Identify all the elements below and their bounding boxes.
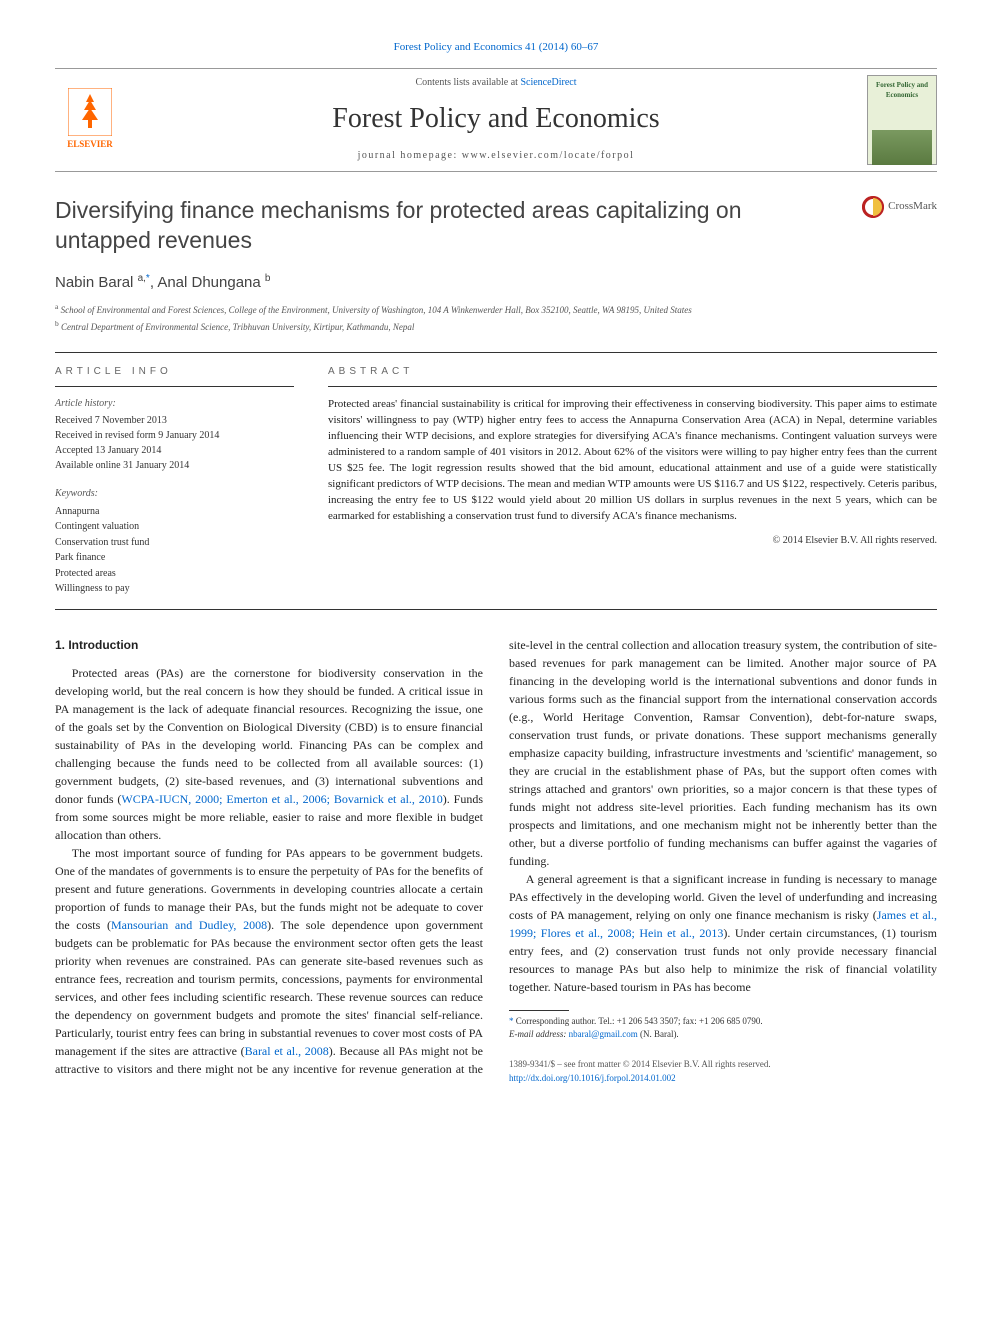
keyword: Conservation trust fund	[55, 535, 294, 551]
date-received: Received 7 November 2013	[55, 413, 294, 428]
author-1-affil-sup: a,	[138, 273, 146, 284]
email-footnote: E-mail address: nbaral@gmail.com (N. Bar…	[509, 1028, 937, 1041]
masthead: ELSEVIER Contents lists available at Sci…	[55, 68, 937, 172]
article-info-column: article info Article history: Received 7…	[55, 353, 310, 609]
author-2-affil-sup: b	[265, 273, 271, 284]
doi-link[interactable]: http://dx.doi.org/10.1016/j.forpol.2014.…	[509, 1073, 676, 1083]
citation-link[interactable]: WCPA-IUCN, 2000; Emerton et al., 2006; B…	[121, 792, 442, 806]
date-accepted: Accepted 13 January 2014	[55, 443, 294, 458]
contents-line: Contents lists available at ScienceDirec…	[125, 76, 867, 91]
abstract-column: abstract Protected areas' financial sust…	[310, 353, 937, 609]
affiliation-b: Central Department of Environmental Scie…	[61, 322, 414, 332]
section-heading-introduction: 1. Introduction	[55, 636, 483, 654]
date-revised: Received in revised form 9 January 2014	[55, 428, 294, 443]
abstract-copyright: © 2014 Elsevier B.V. All rights reserved…	[328, 534, 937, 549]
keyword: Contingent valuation	[55, 519, 294, 535]
author-email-link[interactable]: nbaral@gmail.com	[569, 1029, 638, 1039]
journal-name: Forest Policy and Economics	[125, 99, 867, 140]
body-paragraph: Protected areas (PAs) are the cornerston…	[55, 664, 483, 844]
crossmark-badge[interactable]: CrossMark	[862, 196, 937, 218]
author-2: , Anal Dhungana	[150, 274, 261, 291]
issn-line: 1389-9341/$ – see front matter © 2014 El…	[509, 1058, 937, 1072]
affiliation-a: School of Environmental and Forest Scien…	[61, 305, 692, 315]
abstract-text: Protected areas' financial sustainabilit…	[328, 397, 937, 525]
corresponding-author-footnote: * Corresponding author. Tel.: +1 206 543…	[509, 1015, 937, 1028]
citation-link[interactable]: Mansourian and Dudley, 2008	[111, 918, 267, 932]
footer-bar: 1389-9341/$ – see front matter © 2014 El…	[509, 1058, 937, 1085]
keyword: Protected areas	[55, 566, 294, 582]
keyword: Park finance	[55, 550, 294, 566]
elsevier-logo: ELSEVIER	[55, 88, 125, 151]
affiliations: a School of Environmental and Forest Sci…	[55, 301, 937, 334]
journal-article-page: Forest Policy and Economics 41 (2014) 60…	[0, 0, 992, 1115]
info-abstract-block: article info Article history: Received 7…	[55, 352, 937, 610]
keyword: Annapurna	[55, 504, 294, 520]
keyword: Willingness to pay	[55, 581, 294, 597]
journal-cover-thumbnail: Forest Policy and Economics	[867, 75, 937, 165]
article-info-label: article info	[55, 365, 294, 387]
footnote-rule	[509, 1010, 569, 1011]
body-two-column: 1. Introduction Protected areas (PAs) ar…	[55, 636, 937, 1085]
article-history-dates: Received 7 November 2013 Received in rev…	[55, 413, 294, 473]
cover-image-icon	[872, 130, 932, 165]
crossmark-icon	[862, 196, 884, 218]
body-paragraph: A general agreement is that a significan…	[509, 870, 937, 996]
masthead-center: Contents lists available at ScienceDirec…	[125, 76, 867, 164]
author-1: Nabin Baral	[55, 274, 133, 291]
sciencedirect-link[interactable]: ScienceDirect	[520, 77, 576, 88]
article-title: Diversifying finance mechanisms for prot…	[55, 196, 835, 256]
keywords-label: Keywords:	[55, 487, 294, 502]
running-head-citation: Forest Policy and Economics 41 (2014) 60…	[55, 40, 937, 56]
author-line: Nabin Baral a,*, Anal Dhungana b	[55, 272, 937, 294]
citation-link[interactable]: Baral et al., 2008	[245, 1044, 329, 1058]
elsevier-tree-icon	[68, 88, 112, 136]
title-row: Diversifying finance mechanisms for prot…	[55, 196, 937, 272]
date-online: Available online 31 January 2014	[55, 458, 294, 473]
journal-homepage: journal homepage: www.elsevier.com/locat…	[125, 149, 867, 164]
keywords-list: Annapurna Contingent valuation Conservat…	[55, 504, 294, 597]
article-history-label: Article history:	[55, 397, 294, 412]
abstract-label: abstract	[328, 365, 937, 387]
footnote-block: * Corresponding author. Tel.: +1 206 543…	[509, 1010, 937, 1085]
